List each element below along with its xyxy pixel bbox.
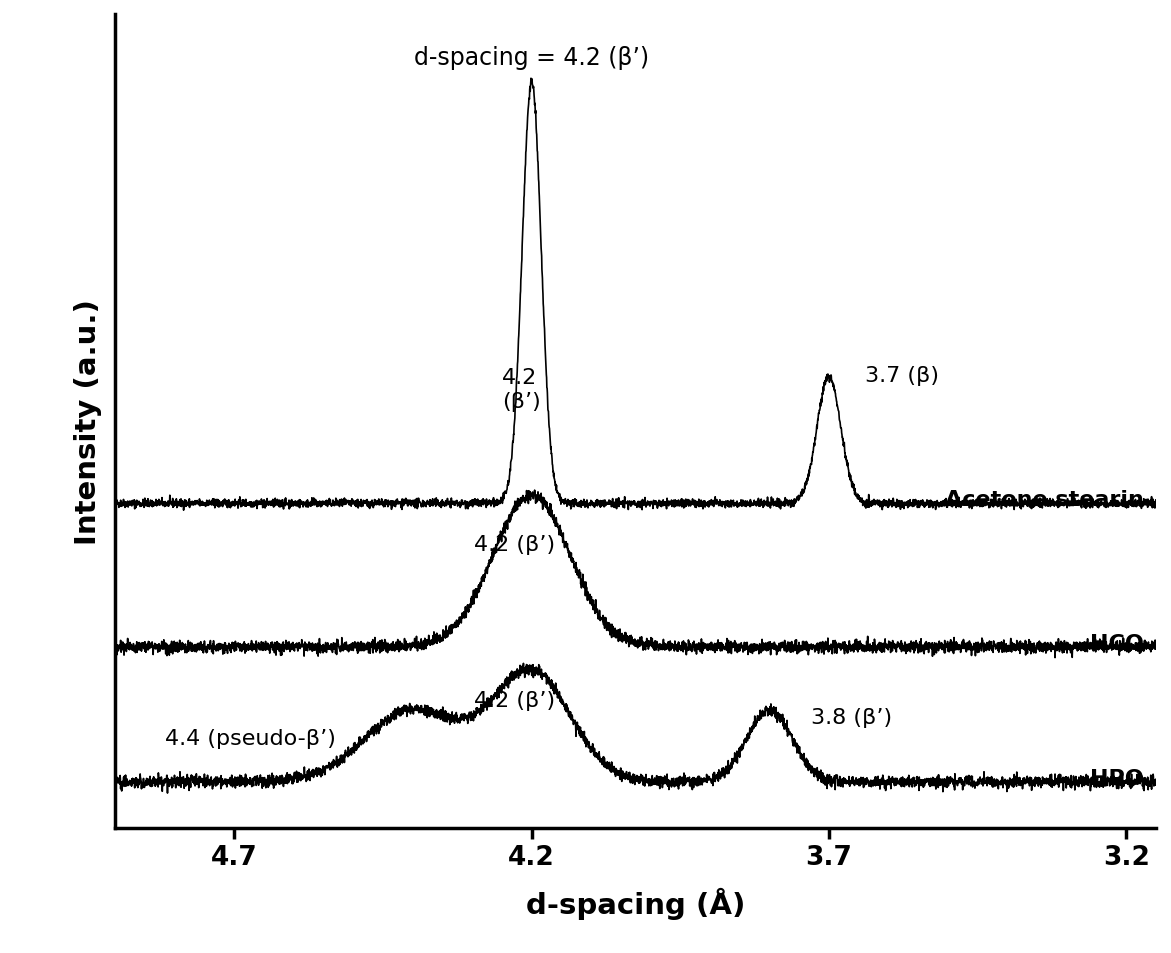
Y-axis label: Intensity (a.u.): Intensity (a.u.) [74, 299, 102, 544]
Text: 4.4 (pseudo-β’): 4.4 (pseudo-β’) [165, 728, 335, 748]
Text: 3.7 (β): 3.7 (β) [864, 366, 939, 386]
Text: HPO: HPO [1090, 768, 1144, 788]
Text: HCO: HCO [1090, 633, 1144, 653]
Text: 4.2 (β’): 4.2 (β’) [474, 535, 555, 555]
Text: Acetone stearin: Acetone stearin [945, 490, 1144, 510]
Text: d-spacing = 4.2 (β’): d-spacing = 4.2 (β’) [415, 46, 649, 70]
Text: 4.2 (β’): 4.2 (β’) [474, 690, 555, 710]
Text: 3.8 (β’): 3.8 (β’) [812, 707, 892, 727]
X-axis label: d-spacing (Å): d-spacing (Å) [526, 887, 746, 919]
Text: 4.2
(β’): 4.2 (β’) [502, 368, 541, 411]
